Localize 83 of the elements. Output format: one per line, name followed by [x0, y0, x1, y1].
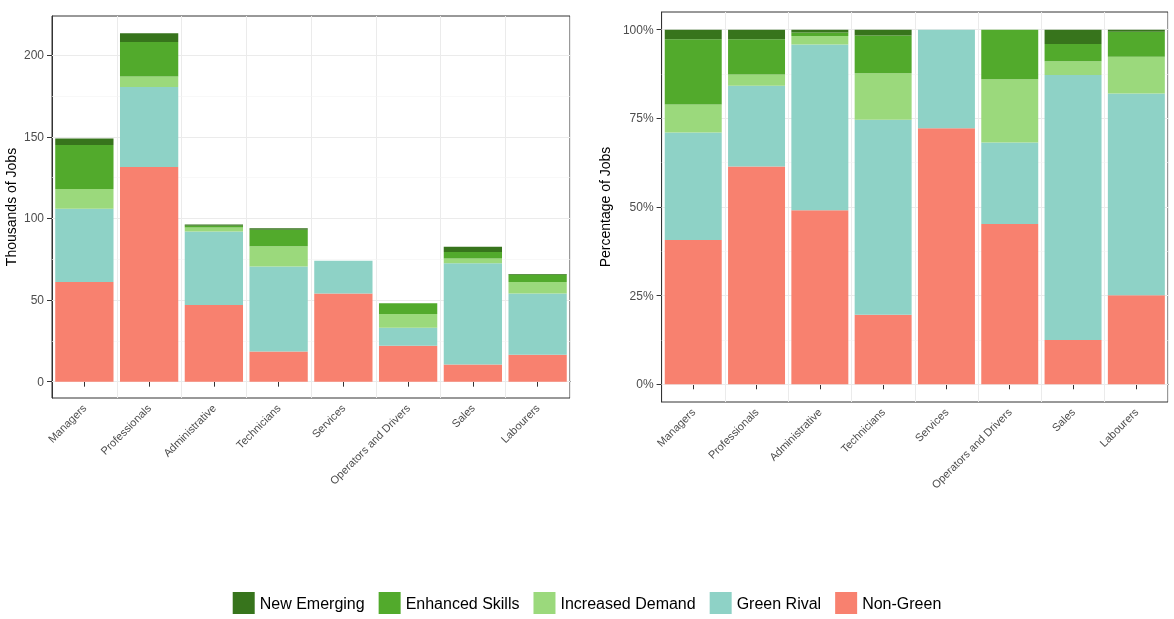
bar: [378, 303, 438, 314]
legend-label: Enhanced Skills: [405, 594, 520, 612]
bar: [791, 44, 849, 211]
bar: [55, 282, 114, 382]
y-tick-label: 150: [23, 129, 45, 144]
bar: [854, 35, 912, 74]
bar: [1107, 31, 1165, 57]
y-tick-label: 0%: [636, 377, 654, 392]
bar: [728, 39, 786, 75]
bar: [981, 224, 1039, 385]
bar: [664, 29, 722, 40]
bar: [443, 251, 503, 259]
y-tick-label: 0: [37, 374, 45, 389]
bar: [443, 364, 503, 382]
y-tick-label: 75%: [629, 111, 654, 126]
bar: [854, 119, 912, 315]
bar: [664, 39, 722, 105]
bar: [664, 132, 722, 240]
bar: [119, 33, 179, 43]
y-tick-label: 100%: [622, 22, 654, 37]
y-tick-label: 50: [30, 293, 45, 308]
bar: [791, 29, 849, 33]
bar: [184, 304, 244, 382]
bar: [443, 258, 503, 264]
bar: [791, 210, 849, 385]
bar: [119, 87, 179, 167]
bar: [1044, 29, 1102, 44]
bar: [249, 266, 308, 352]
bar: [249, 229, 308, 247]
bar: [314, 260, 373, 294]
bar: [184, 227, 244, 232]
bar: [1107, 56, 1165, 94]
bar: [119, 42, 179, 77]
legend-label: Green Rival: [736, 594, 822, 612]
bar: [664, 239, 722, 385]
bar: [728, 74, 786, 86]
bar: [508, 293, 567, 355]
bar: [55, 144, 114, 190]
bar: [55, 208, 114, 283]
bar: [249, 351, 308, 382]
bar: [664, 104, 722, 133]
bar: [1107, 29, 1165, 32]
y-tick-label: 100: [23, 211, 45, 226]
legend-label: Non-Green: [862, 594, 942, 612]
bar: [314, 293, 373, 382]
bar: [854, 314, 912, 385]
bar: [1044, 43, 1102, 62]
bar: [119, 167, 179, 382]
legend-label: New Emerging: [259, 594, 365, 612]
bar: [728, 166, 786, 385]
bar: [1044, 75, 1102, 340]
bar: [119, 76, 179, 88]
bar: [791, 36, 849, 45]
bar: [184, 231, 244, 305]
y-axis-title: Thousands of Jobs: [3, 147, 19, 267]
bar: [917, 29, 975, 129]
bar: [55, 138, 114, 145]
bar: [378, 313, 438, 328]
bar: [378, 345, 438, 382]
bar: [728, 85, 786, 167]
bar: [981, 79, 1039, 143]
bar: [443, 246, 503, 252]
bar: [1044, 339, 1102, 385]
y-tick-label: 200: [23, 48, 45, 63]
bar: [1044, 61, 1102, 76]
bar: [1107, 295, 1165, 385]
y-tick-label: 25%: [629, 288, 654, 303]
bar: [508, 354, 567, 382]
bar: [854, 73, 912, 120]
bar: [55, 189, 114, 209]
legend-label: Increased Demand: [560, 594, 696, 612]
bar: [981, 29, 1039, 80]
bar: [378, 327, 438, 346]
bar: [917, 128, 975, 385]
bar: [981, 142, 1039, 225]
bar: [728, 29, 786, 40]
bar: [249, 246, 308, 267]
bar: [1107, 93, 1165, 296]
bar: [443, 263, 503, 365]
y-axis-title: Percentage of Jobs: [597, 146, 613, 268]
bar: [508, 282, 567, 294]
bar: [508, 274, 567, 283]
y-tick-label: 50%: [629, 200, 654, 214]
